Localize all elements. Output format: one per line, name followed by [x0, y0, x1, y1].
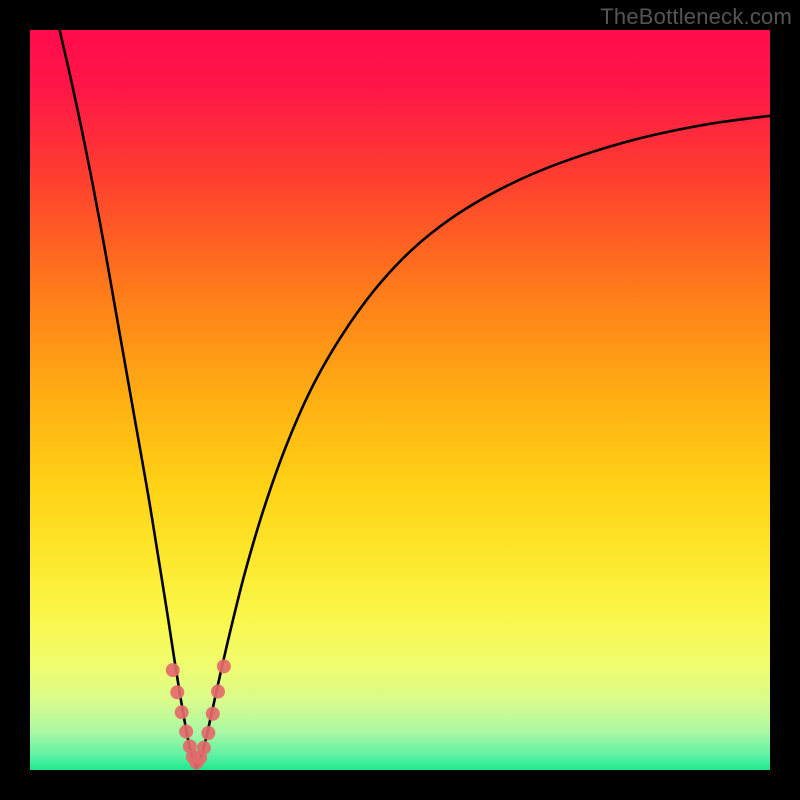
bottleneck-marker — [179, 725, 193, 739]
bottleneck-marker — [170, 685, 184, 699]
bottleneck-marker — [201, 726, 215, 740]
watermark-text: TheBottleneck.com — [600, 4, 792, 30]
bottleneck-marker — [175, 705, 189, 719]
bottleneck-marker — [206, 707, 220, 721]
plot-area-background — [30, 30, 770, 770]
bottleneck-marker — [217, 659, 231, 673]
bottleneck-marker — [166, 663, 180, 677]
bottleneck-chart — [0, 0, 800, 800]
stage: TheBottleneck.com — [0, 0, 800, 800]
bottleneck-marker — [197, 741, 211, 755]
bottleneck-marker — [211, 685, 225, 699]
